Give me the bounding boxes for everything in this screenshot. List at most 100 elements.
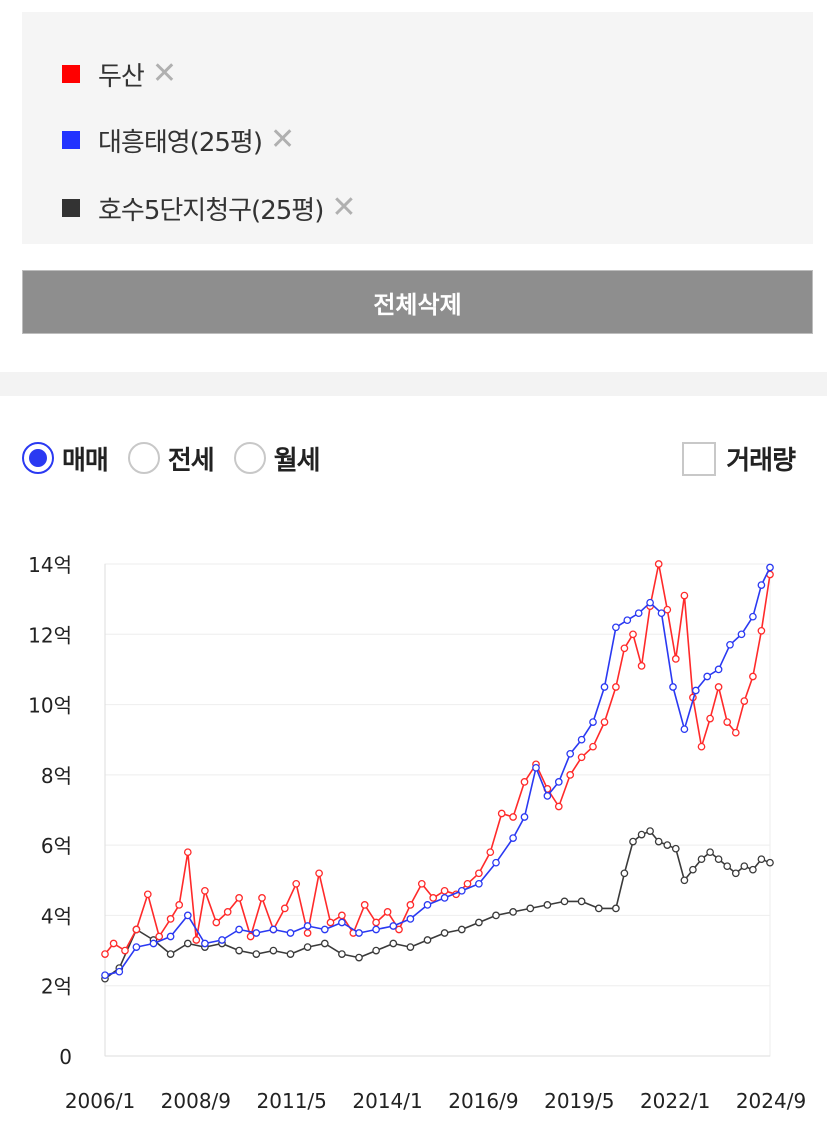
data-point xyxy=(520,813,529,821)
price-chart: 0 2억 4억 6억 8억 10억 12억 14억 2006/1 2008/9 2011/5 2014… xyxy=(28,553,806,1113)
data-point xyxy=(714,665,723,674)
radio-label: 전세 xyxy=(167,445,215,476)
data-point xyxy=(326,918,335,927)
data-point xyxy=(320,939,329,948)
data-point xyxy=(372,946,380,955)
compare-list: 두산 ✕ 대흥태영(25평) ✕ 호수5단지청구(25평) ✕ xyxy=(22,12,813,244)
data-point xyxy=(269,925,278,934)
data-point xyxy=(612,904,620,913)
data-point xyxy=(646,598,654,607)
y-tick-label: 6억 xyxy=(41,834,72,858)
radio-unchecked-icon[interactable] xyxy=(127,442,160,474)
data-point xyxy=(492,858,500,867)
x-tick-label: 2016/9 xyxy=(448,1089,518,1113)
data-point xyxy=(634,609,643,618)
data-point xyxy=(132,925,141,934)
data-point xyxy=(429,894,438,902)
data-point xyxy=(183,911,192,920)
data-point xyxy=(286,950,295,958)
data-point xyxy=(526,904,535,913)
volume-toggle[interactable]: 거래량 xyxy=(682,440,796,477)
data-point xyxy=(475,918,483,927)
data-point xyxy=(149,939,158,948)
close-icon[interactable]: ✕ xyxy=(269,122,295,157)
data-point xyxy=(475,869,483,878)
x-tick-label: 2008/9 xyxy=(161,1089,231,1113)
data-point xyxy=(252,929,261,937)
data-point xyxy=(589,742,597,751)
data-point xyxy=(315,869,323,878)
data-point xyxy=(663,841,672,849)
data-point xyxy=(663,605,672,614)
data-point xyxy=(121,946,129,955)
radio-unchecked-icon[interactable] xyxy=(233,442,266,474)
x-tick-label: 2011/5 xyxy=(257,1089,327,1113)
data-point xyxy=(646,827,654,835)
data-point xyxy=(740,862,749,871)
y-tick-label: 0 xyxy=(59,1045,72,1069)
data-point xyxy=(620,869,629,878)
data-point xyxy=(406,943,415,951)
data-point xyxy=(440,894,449,902)
y-tick-label: 2억 xyxy=(41,975,72,999)
data-point xyxy=(691,686,700,695)
data-point xyxy=(554,802,563,811)
data-point xyxy=(183,848,192,857)
data-point xyxy=(372,918,380,927)
close-icon[interactable]: ✕ xyxy=(151,56,177,91)
data-point xyxy=(143,890,152,899)
data-point xyxy=(201,939,209,948)
data-point xyxy=(486,848,495,857)
radio-option-monthly-rent[interactable]: 월세 xyxy=(233,440,321,477)
data-point xyxy=(671,844,680,853)
data-point xyxy=(737,630,746,639)
data-point xyxy=(235,894,243,902)
delete-all-button[interactable]: 전체삭제 xyxy=(22,270,813,334)
y-tick-label: 8억 xyxy=(41,764,72,788)
data-point xyxy=(766,563,774,572)
data-point xyxy=(594,904,603,913)
data-point xyxy=(749,672,757,681)
section-divider xyxy=(0,372,827,396)
data-point xyxy=(457,886,466,895)
data-point xyxy=(680,725,689,734)
data-point xyxy=(303,943,312,951)
data-point xyxy=(637,662,646,670)
data-point xyxy=(258,894,266,902)
data-point xyxy=(740,697,749,705)
compare-item-label: 호수5단지청구(25평) xyxy=(98,195,324,226)
data-point xyxy=(360,901,369,909)
checkbox-icon[interactable] xyxy=(682,441,717,476)
data-point xyxy=(101,971,109,980)
radio-option-jeonse[interactable]: 전세 xyxy=(127,440,215,477)
data-point xyxy=(320,925,329,934)
data-point xyxy=(520,778,529,786)
data-point xyxy=(423,936,432,944)
data-point xyxy=(669,683,677,691)
data-point xyxy=(303,929,312,937)
close-icon[interactable]: ✕ xyxy=(331,190,356,225)
data-point xyxy=(543,792,552,800)
data-point xyxy=(654,560,663,568)
radio-option-sale[interactable]: 매매 xyxy=(22,440,109,477)
data-point xyxy=(252,950,261,958)
data-point xyxy=(612,623,620,632)
data-point xyxy=(389,922,398,930)
data-point xyxy=(749,612,757,621)
data-point xyxy=(115,967,124,976)
data-point xyxy=(440,886,449,895)
data-point xyxy=(757,626,766,635)
data-point xyxy=(218,936,226,944)
data-point xyxy=(192,936,201,944)
data-point xyxy=(629,630,637,639)
data-point xyxy=(355,953,363,962)
data-point xyxy=(509,834,517,842)
data-point xyxy=(389,939,398,948)
data-point xyxy=(175,901,184,909)
data-point xyxy=(372,925,380,934)
data-point xyxy=(706,848,714,857)
data-point xyxy=(723,862,732,871)
radio-checked-icon[interactable] xyxy=(22,442,54,474)
data-point xyxy=(657,609,666,618)
data-point xyxy=(731,728,740,737)
